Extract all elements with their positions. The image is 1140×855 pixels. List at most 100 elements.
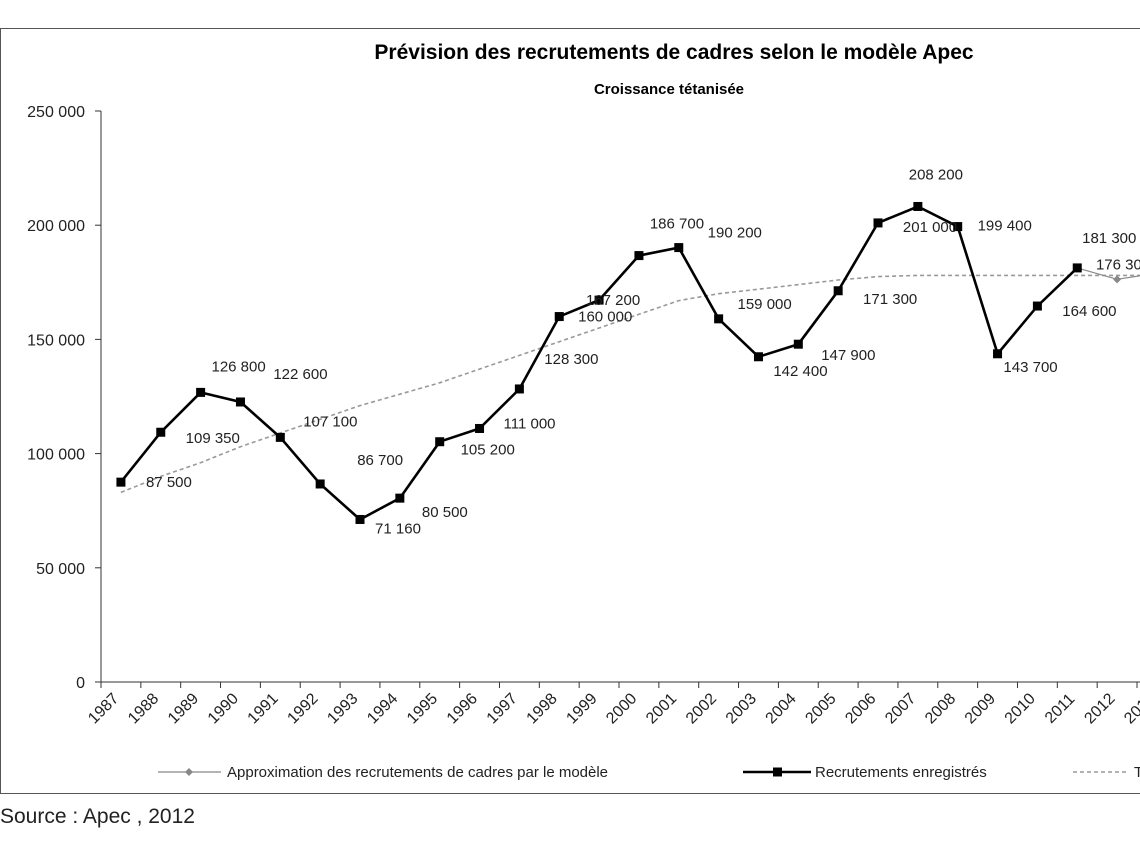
data-point (116, 477, 126, 487)
x-tick-label: 1996 (444, 690, 481, 727)
chart-frame: Prévision des recrutements de cadres sel… (0, 28, 1140, 794)
legend-label: Approximation des recrutements de cadres… (227, 764, 608, 781)
y-tick-label: 0 (76, 675, 85, 692)
x-tick-label: 2008 (922, 690, 959, 727)
data-point (714, 314, 724, 324)
data-point (435, 437, 445, 447)
data-point (873, 218, 883, 228)
data-point (475, 423, 485, 433)
data-point (355, 514, 365, 524)
data-label: 159 000 (738, 296, 792, 313)
x-tick-label: 1997 (484, 690, 521, 727)
source-note: Source : Apec , 2012 (0, 805, 195, 828)
x-tick-label: 2000 (603, 690, 640, 727)
x-tick-label: 1989 (165, 690, 202, 727)
x-tick-label: 2003 (723, 690, 760, 727)
x-tick-label: 2013 (1121, 690, 1140, 727)
data-point (674, 243, 684, 253)
data-label: 128 300 (544, 351, 598, 368)
data-point (1113, 275, 1122, 284)
x-tick-label: 1992 (284, 690, 321, 727)
data-label: 80 500 (422, 504, 468, 521)
data-label: 181 300 (1082, 230, 1136, 247)
legend-label: T (1134, 764, 1140, 781)
x-tick-label: 1999 (563, 690, 600, 727)
data-point (196, 387, 206, 397)
data-point (833, 286, 843, 296)
x-tick-label: 1991 (245, 690, 282, 727)
data-point (514, 384, 524, 394)
data-point (156, 427, 166, 437)
x-tick-label: 1988 (125, 690, 162, 727)
x-tick-label: 2012 (1081, 690, 1118, 727)
data-label: 208 200 (909, 166, 963, 183)
data-label: 87 500 (146, 474, 192, 491)
data-label: 171 300 (863, 291, 917, 308)
legend-marker (185, 768, 193, 776)
data-label: 143 700 (1003, 359, 1057, 376)
x-tick-label: 2005 (802, 690, 839, 727)
x-tick-label: 2010 (1002, 690, 1039, 727)
legend-marker (773, 767, 782, 777)
data-point (1032, 301, 1042, 311)
data-label: 190 200 (708, 225, 762, 242)
x-tick-label: 2007 (882, 690, 919, 727)
data-point (793, 339, 803, 349)
data-point (235, 397, 245, 407)
series-line (120, 274, 1140, 494)
x-tick-label: 2011 (1042, 691, 1078, 727)
x-tick-label: 2002 (683, 690, 720, 727)
x-tick-label: 1998 (524, 690, 561, 727)
x-tick-label: 1987 (85, 690, 122, 727)
data-labels: 87 500 109 350 126 800 122 600 107 100 86 700… (146, 166, 1140, 537)
chart-title: Prévision des recrutements de cadres sel… (374, 41, 973, 64)
data-label: 71 160 (375, 520, 421, 537)
data-point (1072, 263, 1082, 273)
y-tick-label: 150 000 (27, 332, 85, 349)
data-point (395, 493, 405, 503)
data-label: 142 400 (773, 363, 827, 380)
data-point (913, 201, 923, 211)
data-label: 107 100 (303, 413, 357, 430)
data-point (275, 432, 285, 442)
data-point (594, 295, 604, 305)
x-tick-label: 2004 (763, 690, 800, 727)
legend: Approximation des recrutements de cadres… (158, 764, 1140, 781)
data-label: 122 600 (273, 366, 327, 383)
legend-label: Recrutements enregistrés (815, 764, 987, 781)
data-point (753, 352, 763, 362)
data-label: 147 900 (821, 347, 875, 364)
y-tick-label: 250 000 (27, 104, 85, 121)
data-point (953, 222, 963, 232)
data-label: 86 700 (357, 452, 403, 469)
data-label: 199 400 (978, 218, 1032, 235)
data-point (634, 251, 644, 261)
x-tick-label: 1990 (205, 690, 242, 727)
x-tick-label: 1995 (404, 690, 441, 727)
data-label: 167 200 (586, 292, 640, 309)
data-point (993, 349, 1003, 359)
data-label: 105 200 (461, 442, 515, 459)
x-tick-label: 2001 (643, 690, 680, 727)
data-label: 164 600 (1062, 303, 1116, 320)
x-tick-label: 2006 (842, 690, 879, 727)
data-label: 126 800 (211, 358, 265, 375)
y-tick-label: 100 000 (27, 447, 85, 464)
data-label: 111 000 (504, 415, 556, 432)
data-label: 186 700 (650, 216, 704, 233)
x-tick-label: 2009 (962, 690, 999, 727)
data-label: 201 000 (903, 219, 957, 236)
data-label: 176 300 (1096, 256, 1140, 273)
y-tick-label: 50 000 (36, 561, 85, 578)
data-point (315, 479, 325, 489)
x-tick-label: 1994 (364, 690, 401, 727)
line-chart: Prévision des recrutements de cadres sel… (27, 41, 1140, 781)
data-point (554, 312, 564, 322)
data-label: 160 000 (578, 309, 632, 326)
series-lines (116, 201, 1140, 524)
data-label: 109 350 (186, 430, 240, 447)
y-tick-label: 200 000 (27, 218, 85, 235)
x-tick-label: 1993 (324, 690, 361, 727)
chart-subtitle: Croissance tétanisée (594, 81, 744, 98)
